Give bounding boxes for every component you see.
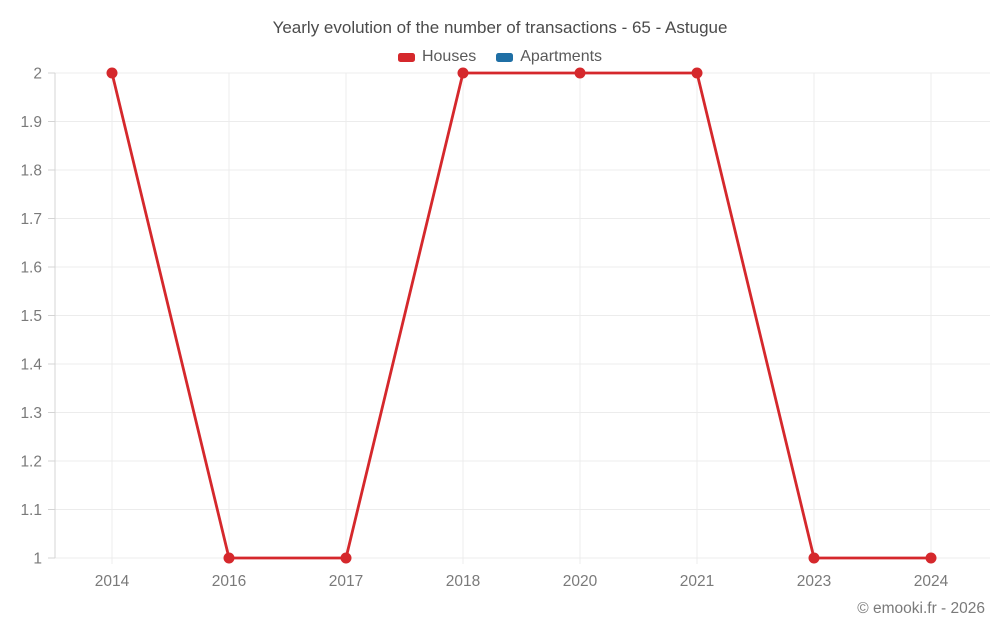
y-axis-label: 1.4 [20, 357, 42, 374]
x-axis-label: 2016 [212, 573, 246, 590]
series-line-houses [110, 71, 931, 560]
data-point-houses-2023 [808, 552, 820, 564]
legend-label-houses: Houses [421, 48, 477, 65]
legend-item-apartments[interactable]: Apartments [496, 48, 602, 66]
y-axis-label: 2 [33, 66, 42, 83]
legend: Houses Apartments [0, 47, 1000, 67]
y-axis-label: 1.6 [20, 260, 42, 277]
x-axis-label: 2017 [329, 573, 363, 590]
y-axis-label: 1.7 [20, 211, 42, 228]
data-point-houses-2017 [340, 552, 352, 564]
y-axis-label: 1.1 [20, 502, 42, 519]
apartments-swatch-icon [496, 52, 514, 62]
x-axis-label: 2021 [680, 573, 714, 590]
y-axis-label: 1.8 [20, 163, 42, 180]
copyright: © emooki.fr - 2026 [857, 600, 985, 617]
y-axis-label: 1.3 [20, 405, 42, 422]
data-point-houses-2016 [223, 552, 235, 564]
y-axis-label: 1.2 [20, 454, 42, 471]
y-axis-label: 1.5 [20, 308, 42, 325]
houses-swatch-icon [397, 52, 415, 62]
x-axis-label: 2018 [446, 573, 480, 590]
legend-item-houses[interactable]: Houses [397, 48, 477, 66]
x-axis-label: 2014 [95, 573, 130, 590]
data-point-houses-2018 [457, 67, 469, 79]
y-axis-label: 1.9 [20, 114, 42, 131]
y-axis-label: 1 [33, 551, 42, 568]
x-axis-label: 2020 [563, 573, 598, 590]
x-axis-label: 2023 [797, 573, 831, 590]
data-point-houses-2021 [691, 67, 703, 79]
x-axis-label: 2024 [914, 573, 949, 590]
data-point-houses-2020 [574, 67, 586, 79]
chart-title: Yearly evolution of the number of transa… [272, 18, 728, 37]
data-point-houses-2014 [106, 67, 118, 79]
legend-label-apartments: Apartments [520, 48, 603, 65]
data-point-houses-2024 [925, 552, 937, 564]
